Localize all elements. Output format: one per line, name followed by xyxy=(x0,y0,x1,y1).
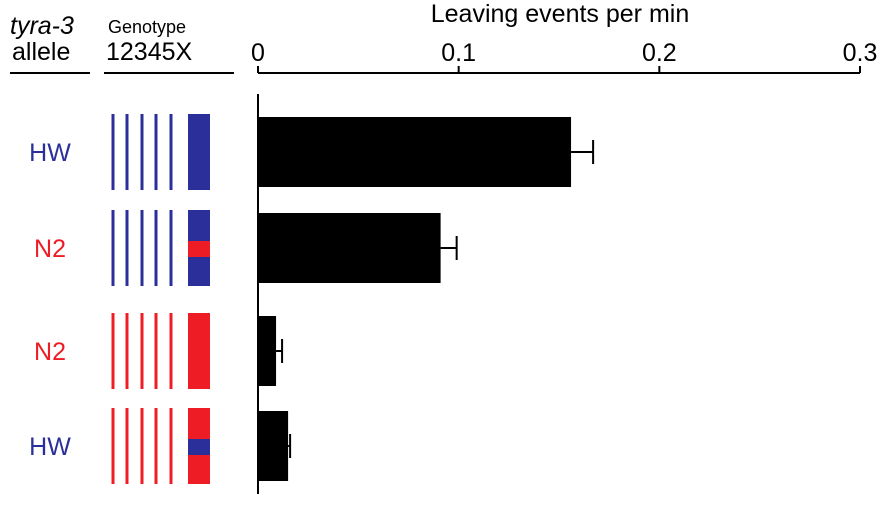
x-axis-label: Leaving events per min xyxy=(431,0,689,28)
chromosome-x-insert xyxy=(188,241,210,257)
genotype-icon xyxy=(111,210,210,286)
row-1: HW xyxy=(29,114,595,190)
chromosome-x-insert xyxy=(188,439,210,455)
genotype-icon xyxy=(111,313,210,389)
genotype-column-title: Genotype xyxy=(108,17,187,37)
allele-column-subtitle: allele xyxy=(12,38,71,66)
genotype-icon xyxy=(111,408,210,484)
bar xyxy=(258,411,289,481)
allele-label: HW xyxy=(29,139,71,167)
x-tick-label: 0.3 xyxy=(843,39,878,67)
allele-column-title: tyra-3 xyxy=(10,12,74,40)
genotype-icon xyxy=(111,114,210,190)
allele-label: N2 xyxy=(34,338,66,366)
bar xyxy=(258,316,277,386)
bar xyxy=(258,213,441,283)
chromosome-x-block xyxy=(188,313,210,389)
chromosome-x-block xyxy=(188,114,210,190)
row-4: HW xyxy=(29,408,292,484)
row-3: N2 xyxy=(34,313,284,389)
allele-label: N2 xyxy=(34,235,66,263)
bar xyxy=(258,117,572,187)
x-tick-label: 0.2 xyxy=(642,39,677,67)
genotype-column-subtitle: 12345X xyxy=(106,38,193,66)
x-tick-label: 0.1 xyxy=(441,39,476,67)
row-2: N2 xyxy=(34,210,458,286)
allele-label: HW xyxy=(29,433,71,461)
x-tick-label: 0 xyxy=(251,39,265,67)
